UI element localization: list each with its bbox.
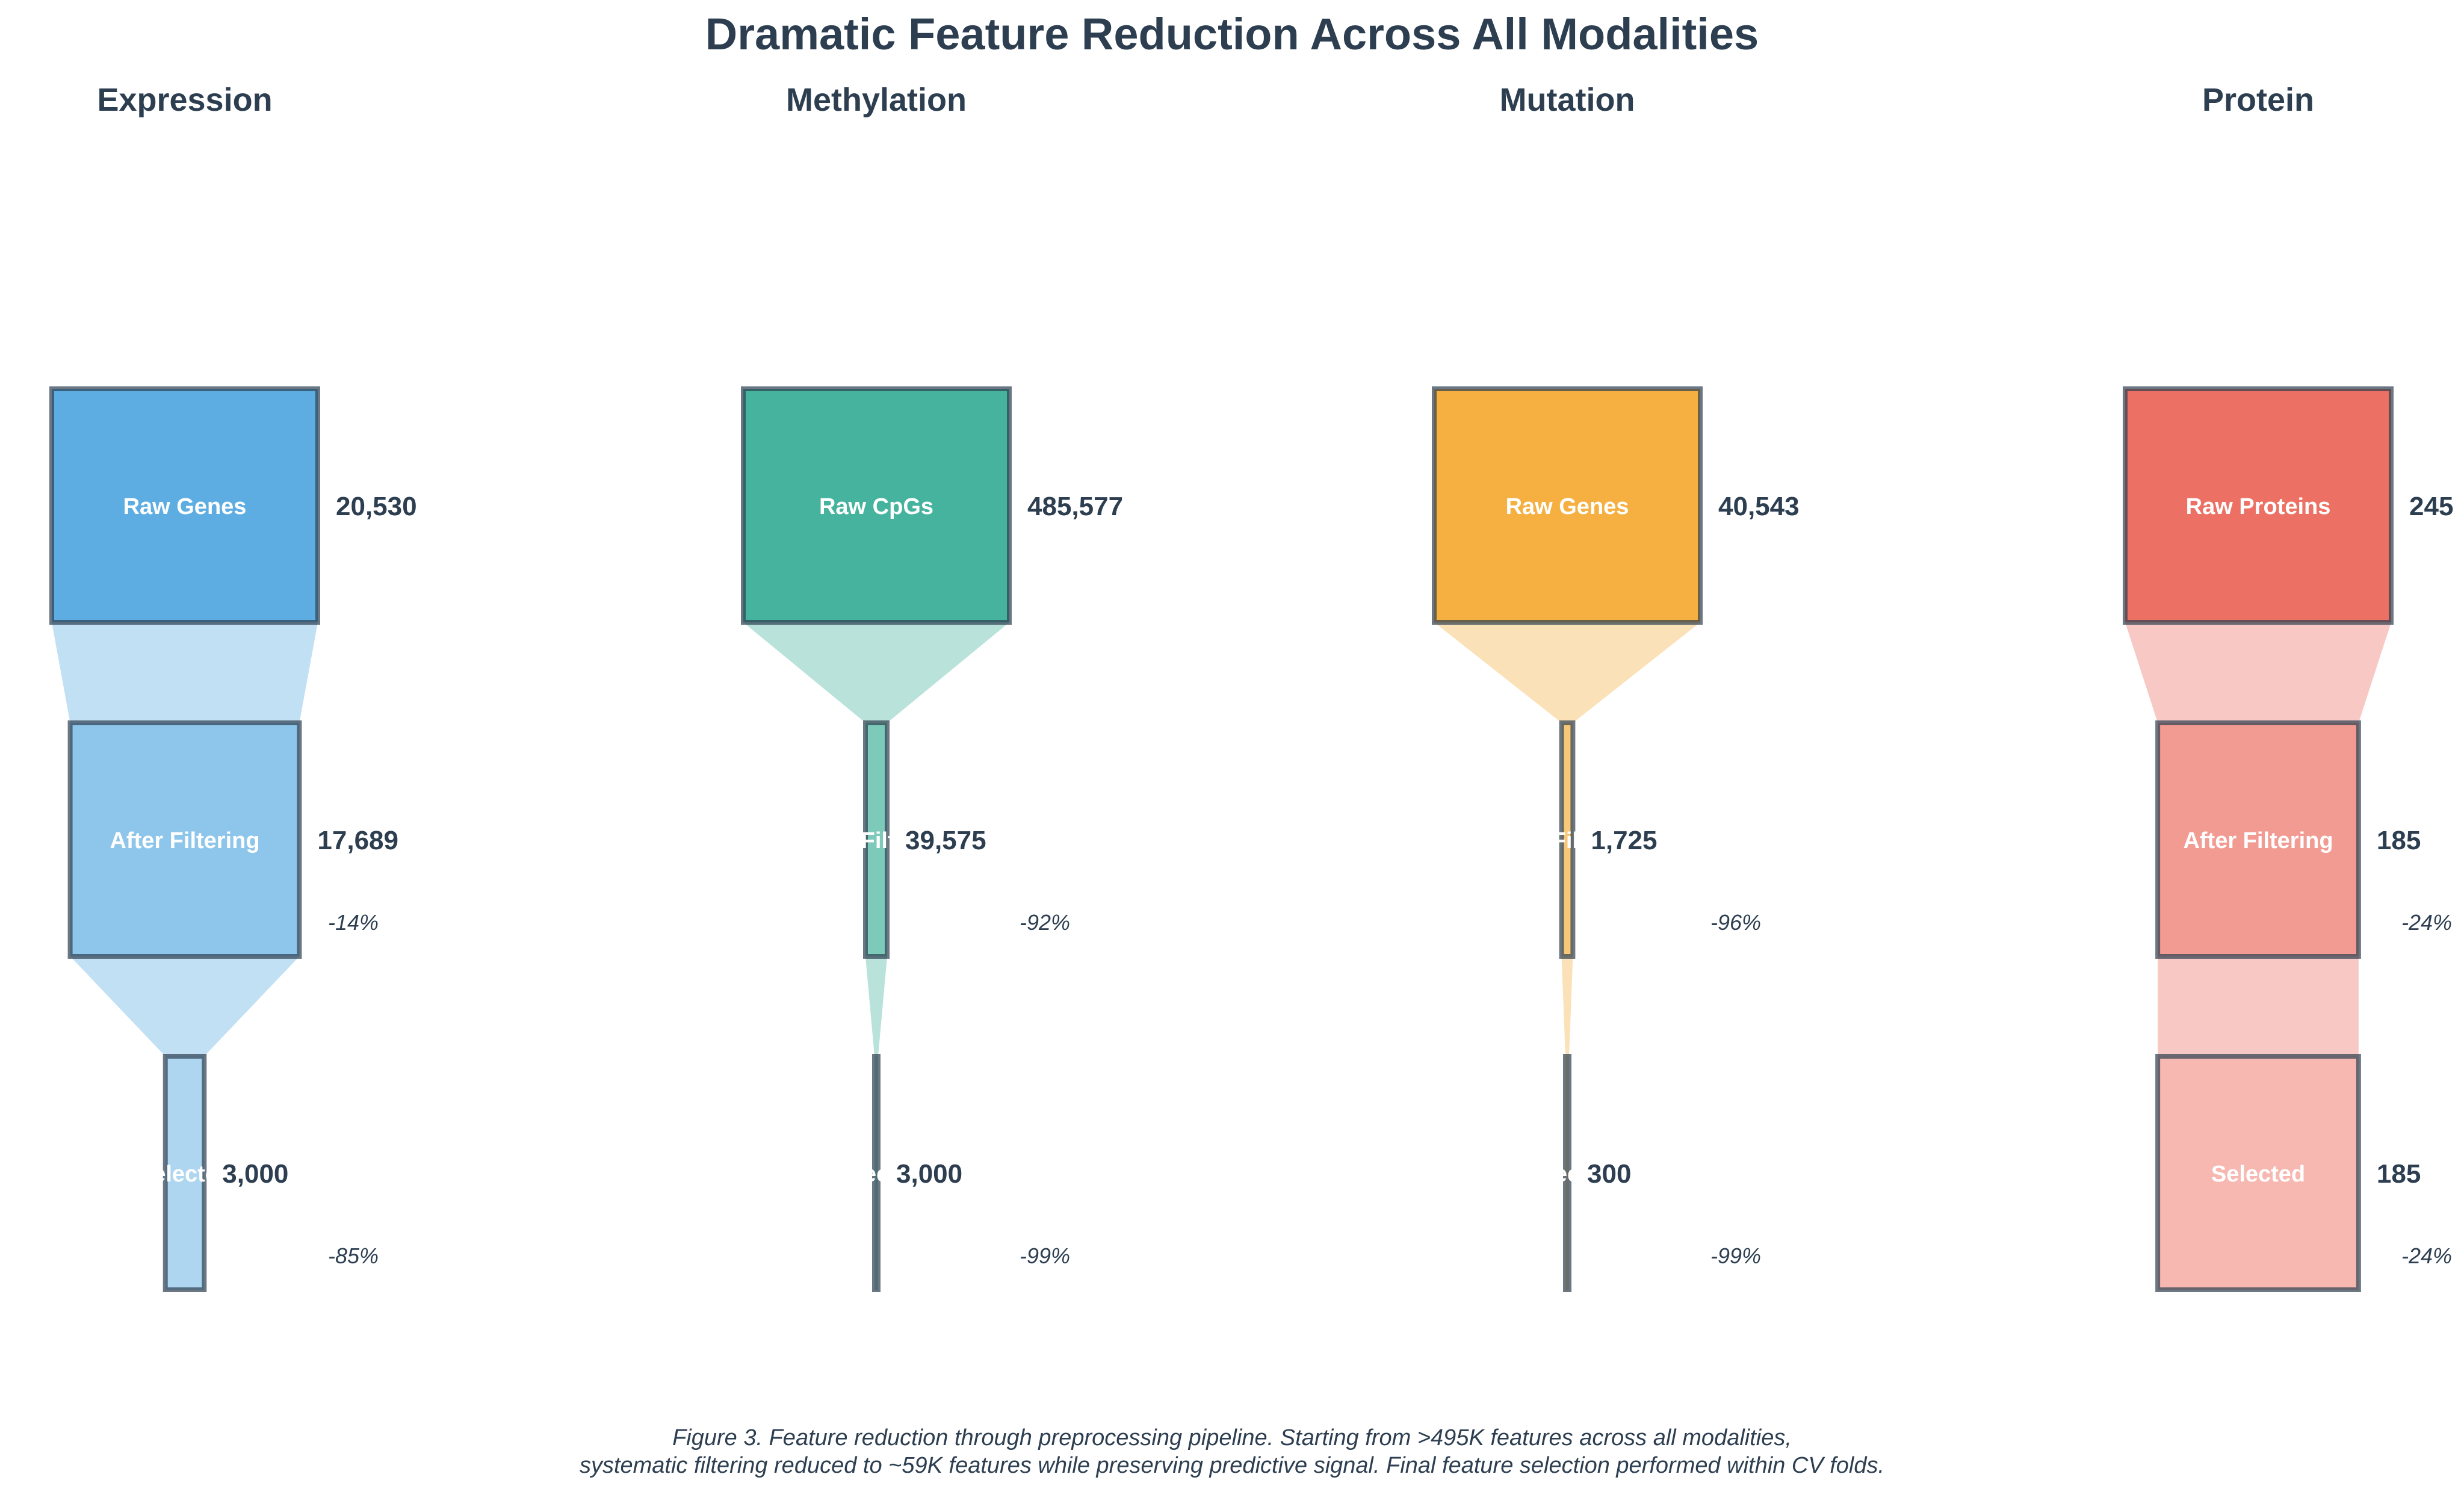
stage-label: Raw Genes (123, 494, 247, 519)
reduction-label: -96% (1710, 910, 1761, 935)
funnel-bar (2123, 386, 2394, 625)
reduction-label: -85% (328, 1243, 379, 1268)
funnel-bar (872, 1054, 881, 1292)
reduction-label: -99% (1020, 1243, 1070, 1268)
stage-label: Raw CpGs (819, 494, 933, 519)
reduction-label: -92% (1020, 910, 1070, 935)
value-label: 40,543 (1718, 492, 1800, 521)
value-label: 1,725 (1591, 826, 1657, 855)
stage-label: Selected (2211, 1162, 2305, 1187)
value-label: 485,577 (1027, 492, 1123, 521)
panel-title: Expression (97, 82, 272, 118)
stage-label: Selected (829, 1162, 923, 1187)
funnel-panel-expression: Expression Raw Genes 20,530 After Filtering… (49, 82, 417, 1292)
stage-label: Raw Genes (1506, 494, 1629, 519)
chart-title: Dramatic Feature Reduction Across All Mo… (705, 9, 1759, 59)
funnel-bar (862, 720, 890, 959)
stage-connector (2158, 956, 2359, 1056)
funnel-bar (163, 1054, 207, 1292)
funnel-panel-protein: Protein Raw Proteins 245 After Filtering 185… (2123, 82, 2453, 1292)
stage-label: After Filtering (801, 828, 951, 853)
stage-connector (865, 956, 888, 1056)
funnel-bar (49, 386, 320, 625)
reduction-label: -14% (328, 910, 379, 935)
funnel-panel-mutation: Mutation Raw Genes 40,543 After Filtering1,… (1432, 82, 1800, 1292)
funnel-bar (741, 386, 1012, 625)
stage-label: Raw Proteins (2186, 494, 2331, 519)
funnel-bar (1563, 1054, 1571, 1292)
value-label: 3,000 (896, 1159, 962, 1189)
reduction-label: -99% (1710, 1243, 1761, 1268)
value-label: 17,689 (317, 826, 398, 855)
stage-connector (70, 956, 300, 1056)
value-label: 245 (2409, 492, 2453, 521)
stage-connector (743, 622, 1009, 723)
panel-title: Protein (2202, 82, 2314, 118)
funnel-bar (2155, 720, 2361, 959)
funnel-bar (1432, 386, 1703, 625)
stage-label: After Filtering (110, 828, 259, 853)
stage-label: Selected (138, 1162, 232, 1187)
caption-line-2: systematic filtering reduced to ~59K fea… (579, 1453, 1885, 1478)
funnel-bar (1559, 720, 1576, 959)
figure-caption: Figure 3. Feature reduction through prep… (0, 1424, 2464, 1479)
stage-connector (1434, 622, 1700, 723)
reduction-label: -24% (2401, 1243, 2452, 1268)
stage-connector (2125, 622, 2391, 723)
funnel-bar (2155, 1054, 2361, 1292)
value-label: 39,575 (905, 826, 986, 855)
stage-label: Selected (1520, 1162, 1614, 1187)
funnel-panel-methylation: Methylation Raw CpGs 485,577 After Filterin… (741, 82, 1123, 1292)
value-label: 20,530 (336, 492, 417, 521)
stage-connector (1561, 956, 1573, 1056)
panel-title: Methylation (786, 82, 967, 118)
caption-line-1: Figure 3. Feature reduction through prep… (672, 1425, 1792, 1450)
reduction-label: -24% (2401, 910, 2452, 935)
stage-label: After Filtering (1492, 828, 1642, 853)
value-label: 300 (1587, 1159, 1631, 1189)
stage-label: After Filtering (2183, 828, 2333, 853)
funnel-bar (67, 720, 302, 959)
panel-title: Mutation (1500, 82, 1635, 118)
value-label: 3,000 (222, 1159, 288, 1189)
value-label: 185 (2377, 1159, 2421, 1189)
stage-connector (52, 622, 318, 723)
value-label: 185 (2377, 826, 2421, 855)
